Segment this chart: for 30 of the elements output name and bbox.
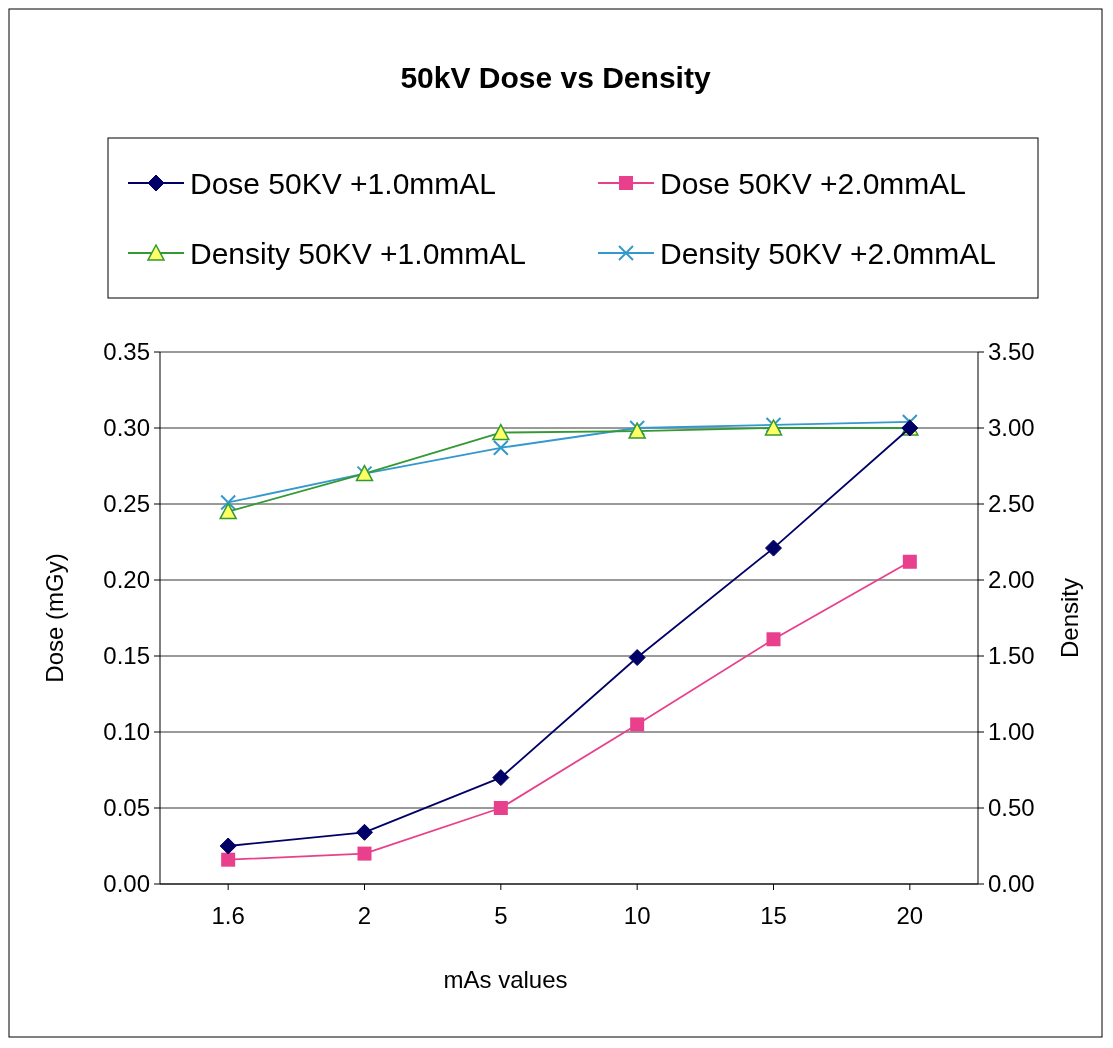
- legend-label: Density 50KV +2.0mmAL: [660, 237, 996, 270]
- x-tick-label: 15: [760, 902, 787, 929]
- y2-axis-title: Density: [1056, 577, 1083, 659]
- x-tick-label: 20: [896, 902, 924, 929]
- y-axis-title: Dose (mGy): [41, 553, 68, 683]
- y2-tick-label: 1.50: [988, 642, 1035, 670]
- x-tick-label: 1.6: [211, 902, 245, 929]
- legend-label: Density 50KV +1.0mmAL: [190, 237, 526, 270]
- y2-tick-label: 0.50: [988, 794, 1035, 822]
- y-tick-label: 0.00: [103, 870, 150, 898]
- y-tick-label: 0.10: [103, 718, 150, 746]
- y2-tick-label: 3.50: [988, 338, 1035, 366]
- x-tick-label: 10: [623, 902, 651, 929]
- y2-tick-label: 2.00: [988, 566, 1035, 594]
- chart-title: 50kV Dose vs Density: [400, 61, 711, 94]
- x-tick-label: 5: [494, 902, 508, 929]
- y-tick-label: 0.20: [103, 566, 150, 594]
- y2-tick-label: 1.00: [988, 718, 1035, 746]
- y2-tick-label: 0.00: [988, 870, 1035, 898]
- y2-tick-label: 3.00: [988, 414, 1035, 442]
- y-tick-label: 0.05: [103, 794, 150, 822]
- x-tick-label: 2: [357, 902, 372, 929]
- y2-tick-label: 2.50: [988, 490, 1035, 518]
- y-tick-label: 0.25: [103, 490, 150, 518]
- y-tick-label: 0.15: [103, 642, 150, 670]
- legend-label: Dose 50KV +2.0mmAL: [660, 167, 966, 200]
- y-tick-label: 0.35: [103, 338, 150, 366]
- legend-label: Dose 50KV +1.0mmAL: [190, 167, 496, 200]
- x-axis-title: mAs values: [443, 966, 568, 993]
- y-tick-label: 0.30: [103, 414, 150, 442]
